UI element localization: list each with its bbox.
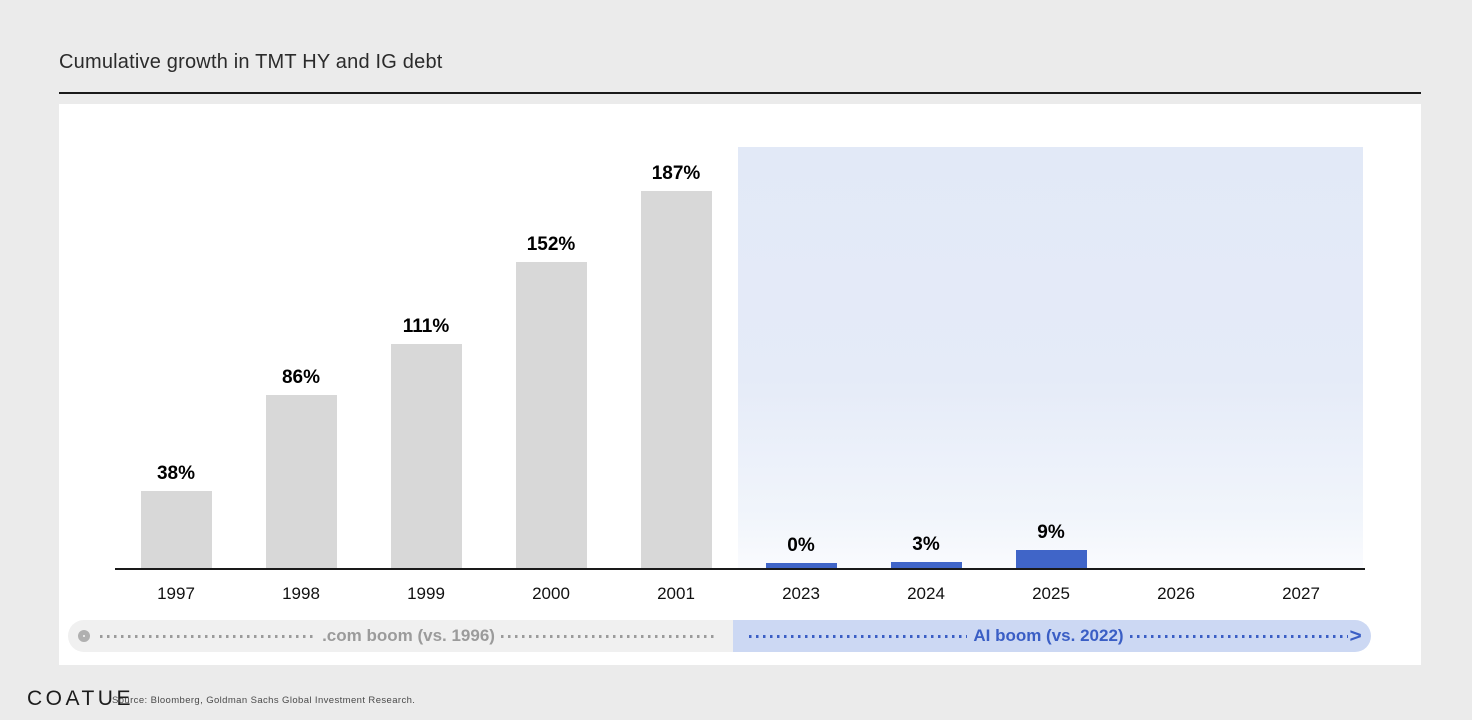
dotted-line-blue [749, 634, 968, 638]
x-tick-1997: 1997 [157, 584, 195, 603]
dotted-line-gray [500, 634, 718, 638]
value-label-2024: 3% [912, 534, 940, 555]
x-tick-1999: 1999 [407, 584, 445, 603]
x-tick-2000: 2000 [532, 584, 570, 603]
x-tick-2025: 2025 [1032, 584, 1070, 603]
coatue-logo: COATUE [27, 687, 134, 710]
era-timeline: .com boom (vs. 1996) AI boom (vs. 2022) … [68, 620, 1371, 652]
chart-card: 38% 1997 86% 1998 111% 1999 152% 2000 187% 2001 0%… [59, 104, 1421, 665]
ai-boom-era-band: AI boom (vs. 2022) > [733, 620, 1371, 652]
arrow-right-icon: > [1349, 625, 1362, 647]
bar-1997 [140, 491, 212, 568]
value-label-1997: 38% [156, 463, 196, 484]
x-tick-2001: 2001 [657, 584, 695, 603]
dotted-line-gray [100, 634, 317, 638]
x-tick-2026: 2026 [1157, 584, 1195, 603]
timeline-start-circle-icon [78, 630, 90, 642]
page-title: Cumulative growth in TMT HY and IG debt [59, 51, 443, 73]
x-tick-2023: 2023 [782, 584, 820, 603]
com-boom-era-band: .com boom (vs. 1996) [68, 620, 733, 652]
value-label-2023: 0% [787, 535, 815, 556]
value-label-2001: 187% [651, 163, 701, 184]
ai-boom-label: AI boom (vs. 2022) [973, 626, 1124, 645]
x-tick-1998: 1998 [282, 584, 320, 603]
source-note: Source: Bloomberg, Goldman Sachs Global … [112, 695, 416, 706]
dotted-line-blue [1129, 634, 1348, 638]
value-label-1999: 111% [402, 316, 450, 337]
bar-2025 [1015, 550, 1087, 568]
value-label-2000: 152% [526, 234, 576, 255]
com-boom-label: .com boom (vs. 1996) [322, 626, 495, 645]
bar-2023 [765, 563, 837, 568]
value-label-2025: 9% [1037, 522, 1065, 543]
bar-1998 [265, 395, 337, 568]
value-label-1998: 86% [281, 367, 321, 388]
ai-boom-highlight-region [738, 147, 1363, 568]
x-tick-2024: 2024 [907, 584, 945, 603]
bar-1999 [390, 344, 462, 568]
bar-2000 [515, 262, 587, 568]
bar-2001 [640, 191, 712, 568]
x-tick-2027: 2027 [1282, 584, 1320, 603]
bar-2024 [890, 562, 962, 568]
x-axis [115, 568, 1365, 570]
title-underline [59, 92, 1421, 94]
